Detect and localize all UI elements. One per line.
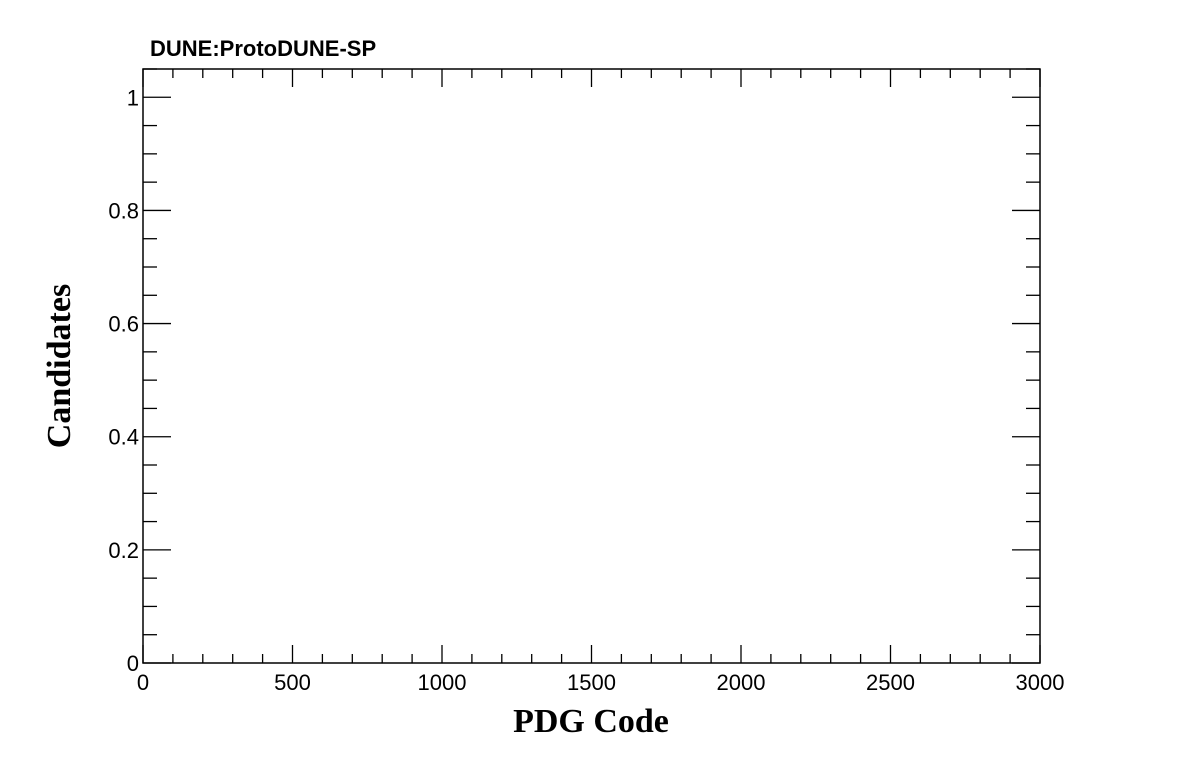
y-tick-label: 0.8 bbox=[108, 198, 139, 223]
x-tick-labels: 0 500 1000 1500 2000 2500 3000 bbox=[137, 670, 1065, 695]
x-tick-label: 1500 bbox=[567, 670, 616, 695]
experiment-label: DUNE:ProtoDUNE-SP bbox=[150, 36, 376, 61]
x-axis-title: PDG Code bbox=[513, 703, 669, 740]
y-tick-label: 0.2 bbox=[108, 538, 139, 563]
y-tick-label: 0.6 bbox=[108, 312, 139, 337]
x-tick-label: 2500 bbox=[866, 670, 915, 695]
x-tick-label: 0 bbox=[137, 670, 149, 695]
y-tick-label: 0.4 bbox=[108, 425, 139, 450]
x-tick-label: 3000 bbox=[1016, 670, 1065, 695]
plot-frame bbox=[142, 68, 1041, 664]
x-tick-label: 1000 bbox=[418, 670, 467, 695]
axis-ticks bbox=[142, 68, 1041, 664]
x-tick-label: 2000 bbox=[717, 670, 766, 695]
y-tick-labels: 0 0.2 0.4 0.6 0.8 1 bbox=[108, 85, 139, 676]
y-tick-label: 1 bbox=[127, 85, 139, 110]
y-axis-title: Candidates bbox=[41, 284, 78, 448]
x-tick-label: 500 bbox=[274, 670, 311, 695]
y-tick-label: 0 bbox=[127, 651, 139, 676]
